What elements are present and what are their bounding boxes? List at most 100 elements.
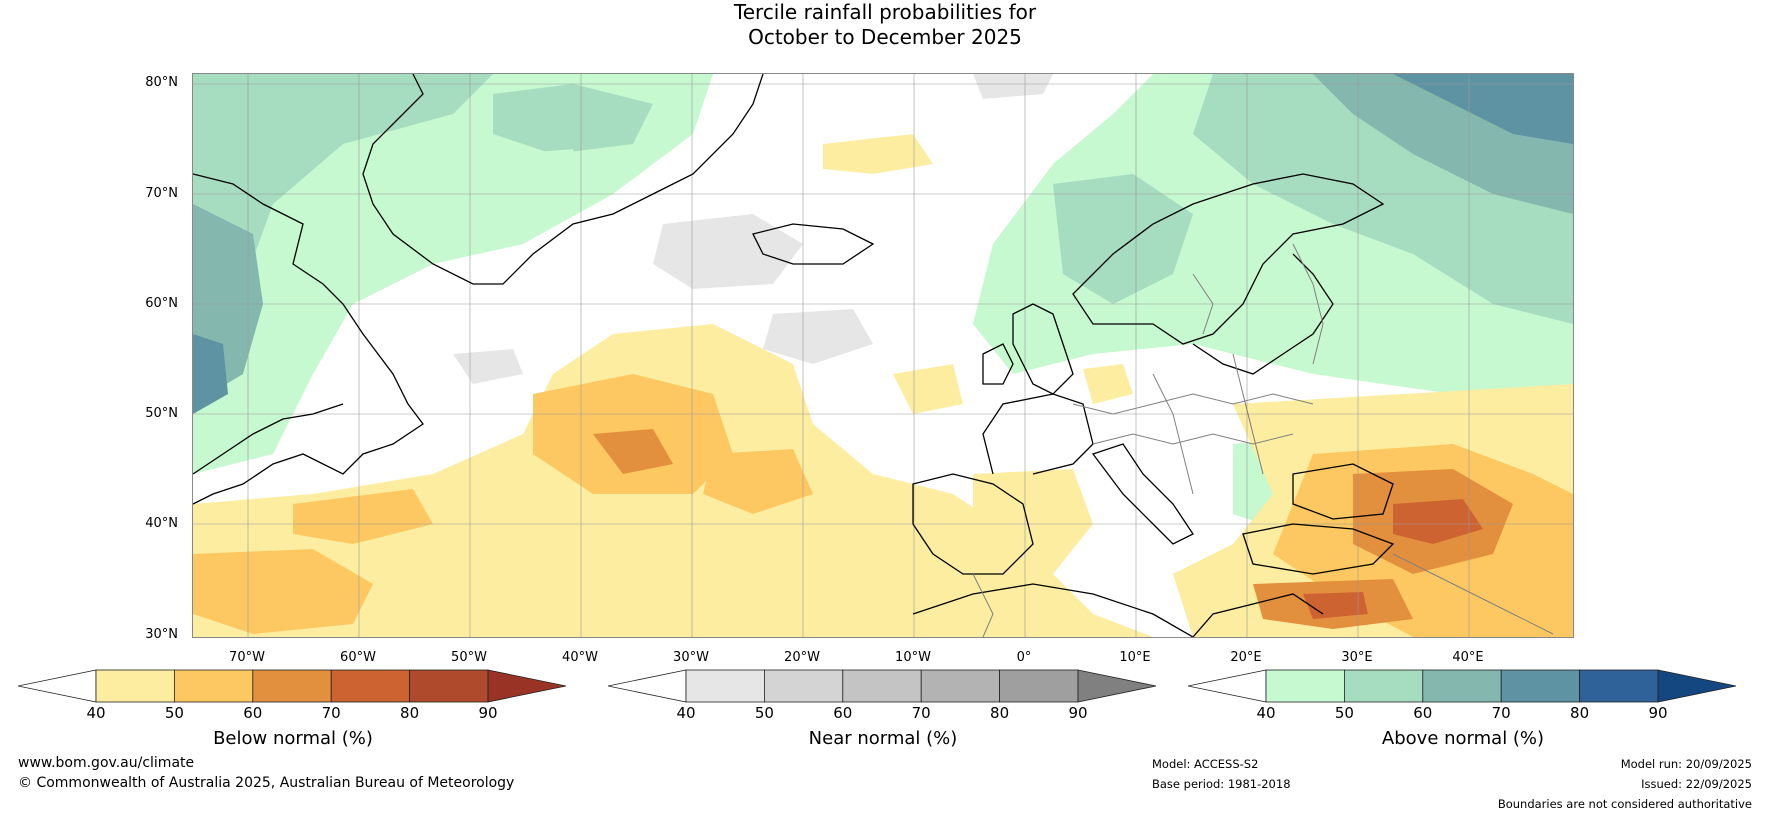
colorbar-below-normal: 40 50 60 70 80 90 Below normal (%) xyxy=(17,668,568,749)
border-line xyxy=(1232,353,1264,475)
below-normal-region xyxy=(593,429,673,474)
colorbar-above-normal-extend-high xyxy=(1657,669,1737,703)
above-normal-region xyxy=(513,149,583,194)
below-normal-region xyxy=(703,449,813,514)
country-borders xyxy=(972,243,1554,637)
base-period-text: Base period: 1981-2018 xyxy=(1152,777,1291,791)
colorbar-below-normal-tick: 90 xyxy=(478,704,498,722)
colorbar-above-normal-caption: Above normal (%) xyxy=(1381,728,1545,749)
colorbar-below-normal-extend-high xyxy=(487,669,567,703)
disclaimer-text: Boundaries are not considered authoritat… xyxy=(1497,797,1752,811)
lat-label-50n: 50°N xyxy=(145,406,178,421)
colorbar-near-normal-tick: 40 xyxy=(676,704,696,722)
issued-text: Issued: 22/09/2025 xyxy=(1641,777,1752,791)
coastline-france xyxy=(982,393,1094,475)
border-line xyxy=(1092,433,1294,445)
colorbar-above-normal-swatch-1 xyxy=(1265,669,1345,703)
title-line-1: Tercile rainfall probabilities for xyxy=(733,0,1037,24)
colorbar-near-normal-swatch-3 xyxy=(842,669,922,703)
copyright-text: © Commonwealth of Australia 2025, Austra… xyxy=(18,775,515,791)
colorbar-near-normal-tick: 60 xyxy=(833,704,853,722)
colorbar-above-normal: 40 50 60 70 80 90 Above normal (%) xyxy=(1187,668,1738,749)
lon-label-10e: 10°E xyxy=(1119,650,1151,665)
colorbar-near-normal-tick: 90 xyxy=(1068,704,1088,722)
above-normal-region xyxy=(193,74,493,394)
colorbar-below-normal-svg xyxy=(17,669,567,703)
below-normal-region xyxy=(293,489,433,544)
colorbar-below-normal-swatch-3 xyxy=(252,669,332,703)
model-text: Model: ACCESS-S2 xyxy=(1152,757,1259,771)
colorbar-below-normal-tick: 40 xyxy=(86,704,106,722)
colorbar-near-normal-tick: 80 xyxy=(990,704,1010,722)
colorbar-near-normal-tick: 70 xyxy=(911,704,931,722)
coastlines xyxy=(193,74,1395,637)
colorbar-above-normal-swatch-2 xyxy=(1343,669,1424,703)
near-normal-region xyxy=(653,214,803,289)
below-normal-region xyxy=(193,549,373,634)
border-line xyxy=(1192,273,1214,335)
below-normal-region xyxy=(893,364,963,414)
colorbar-below-normal-swatch-5 xyxy=(409,669,489,703)
lon-label-20w: 20°W xyxy=(784,650,820,665)
coastline-black-sea xyxy=(1292,463,1394,520)
lon-label-70w: 70°W xyxy=(229,650,265,665)
website-link[interactable]: www.bom.gov.au/climate xyxy=(18,755,195,771)
coastline-turkey xyxy=(1242,523,1395,575)
colorbar-near-normal-swatch-2 xyxy=(763,669,844,703)
lat-label-30n: 30°N xyxy=(145,627,178,642)
colorbar-above-normal-tick: 80 xyxy=(1570,704,1590,722)
lat-label-60n: 60°N xyxy=(145,296,178,311)
coastline-iceland xyxy=(752,223,875,265)
coastline-iberia xyxy=(912,473,1034,575)
colorbar-above-normal-tick: 70 xyxy=(1491,704,1511,722)
colorbar-above-normal-swatch-5 xyxy=(1579,669,1659,703)
coastline-levant xyxy=(1192,593,1324,637)
border-line xyxy=(1072,393,1314,415)
above-normal-region xyxy=(193,74,713,474)
near-normal-region xyxy=(763,309,873,364)
colorbar-near-normal-extend-low xyxy=(607,669,687,703)
coastline-north-africa xyxy=(912,583,1194,637)
below-normal-region xyxy=(973,469,1093,574)
colorbar-below-normal-tick: 70 xyxy=(321,704,341,722)
colorbar-below-normal-tick: 80 xyxy=(400,704,420,722)
colorbar-near-normal-swatch-1 xyxy=(685,669,765,703)
colorbar-below-normal-tick: 60 xyxy=(243,704,263,722)
colorbar-above-normal-svg xyxy=(1187,669,1737,703)
border-line xyxy=(1392,553,1554,635)
lon-label-20e: 20°E xyxy=(1230,650,1262,665)
graticule xyxy=(193,74,1573,637)
colorbar-near-normal: 40 50 60 70 80 90 Near normal (%) xyxy=(607,668,1158,749)
chart-title: Tercile rainfall probabilities for Octob… xyxy=(0,0,1770,50)
lon-label-50w: 50°W xyxy=(451,650,487,665)
colorbar-below-normal-extend-low xyxy=(17,669,97,703)
lon-label-0: 0° xyxy=(1016,650,1032,665)
border-line xyxy=(1292,243,1324,365)
lat-label-40n: 40°N xyxy=(145,516,178,531)
colorbar-near-normal-swatch-4 xyxy=(920,669,1001,703)
coastline-ireland xyxy=(982,343,1014,385)
colorbar-above-normal-tick: 60 xyxy=(1413,704,1433,722)
coastline-scandinavia xyxy=(1072,173,1385,345)
colorbar-above-normal-swatch-4 xyxy=(1500,669,1581,703)
colorbar-above-normal-tick: 90 xyxy=(1648,704,1668,722)
above-normal-region xyxy=(193,334,228,414)
colorbar-near-normal-caption: Near normal (%) xyxy=(808,728,958,749)
colorbar-below-normal-caption: Below normal (%) xyxy=(213,728,373,749)
title-line-2: October to December 2025 xyxy=(748,25,1022,49)
below-normal-region xyxy=(1083,364,1133,404)
colorbar-below-normal-tick: 50 xyxy=(164,704,184,722)
colorbar-near-normal-extend-high xyxy=(1077,669,1157,703)
below-normal-field xyxy=(193,134,1573,637)
near-normal-region xyxy=(453,349,523,384)
colorbar-below-normal-swatch-4 xyxy=(330,669,411,703)
above-normal-region xyxy=(1053,174,1193,304)
colorbar-above-normal-swatch-3 xyxy=(1422,669,1502,703)
lon-label-10w: 10°W xyxy=(895,650,931,665)
colorbar-near-normal-tick: 50 xyxy=(754,704,774,722)
colorbar-near-normal-swatch-5 xyxy=(999,669,1079,703)
lon-label-40e: 40°E xyxy=(1452,650,1484,665)
lon-label-40w: 40°W xyxy=(562,650,598,665)
colorbar-below-normal-swatch-2 xyxy=(173,669,254,703)
colorbar-below-normal-swatch-1 xyxy=(95,669,175,703)
